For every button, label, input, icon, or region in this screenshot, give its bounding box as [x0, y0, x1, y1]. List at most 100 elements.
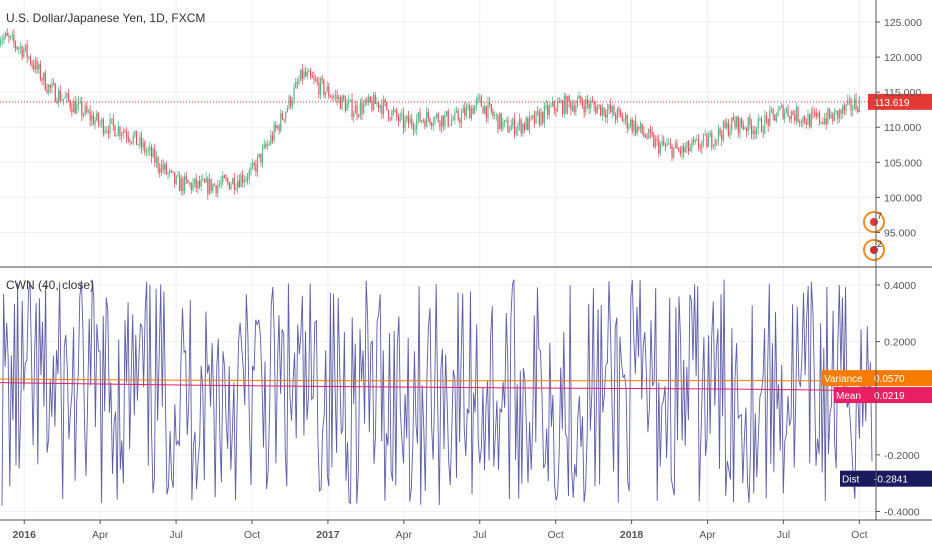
- candle[interactable]: [802, 116, 804, 128]
- candle-body[interactable]: [31, 63, 33, 66]
- candle[interactable]: [396, 107, 398, 121]
- candle-body[interactable]: [56, 101, 58, 103]
- candle[interactable]: [265, 141, 267, 150]
- candle-body[interactable]: [490, 104, 492, 112]
- candle-body[interactable]: [704, 133, 706, 135]
- candle[interactable]: [242, 170, 244, 188]
- candle-body[interactable]: [54, 84, 56, 102]
- candle[interactable]: [255, 159, 257, 177]
- candle[interactable]: [273, 121, 275, 143]
- candle-body[interactable]: [281, 113, 284, 120]
- candle[interactable]: [376, 97, 378, 107]
- candle-body[interactable]: [664, 144, 666, 146]
- candle-body[interactable]: [6, 32, 8, 36]
- candle[interactable]: [76, 98, 78, 114]
- candle[interactable]: [187, 179, 189, 184]
- candle-body[interactable]: [48, 84, 50, 93]
- candle-body[interactable]: [611, 106, 613, 112]
- candle-body[interactable]: [462, 107, 464, 113]
- candle[interactable]: [540, 107, 542, 127]
- candle[interactable]: [537, 106, 539, 116]
- candle[interactable]: [285, 111, 287, 124]
- candle-body[interactable]: [283, 119, 285, 121]
- candle[interactable]: [336, 89, 338, 106]
- candle-body[interactable]: [817, 112, 819, 117]
- candle-body[interactable]: [571, 105, 574, 111]
- candle-body[interactable]: [72, 101, 75, 113]
- candle-body[interactable]: [180, 178, 182, 191]
- candle-body[interactable]: [794, 115, 796, 121]
- candle-body[interactable]: [295, 82, 297, 88]
- candle-body[interactable]: [263, 144, 265, 149]
- candle-body[interactable]: [608, 104, 610, 110]
- candle[interactable]: [333, 92, 335, 101]
- candle[interactable]: [850, 97, 852, 117]
- candle[interactable]: [576, 95, 579, 108]
- candle[interactable]: [535, 111, 537, 125]
- candle[interactable]: [18, 46, 20, 55]
- candle-body[interactable]: [230, 184, 232, 190]
- candle[interactable]: [605, 108, 607, 123]
- candle[interactable]: [741, 116, 743, 129]
- candle-body[interactable]: [409, 118, 411, 124]
- candle-body[interactable]: [573, 105, 575, 112]
- candle[interactable]: [742, 120, 744, 131]
- candle-body[interactable]: [813, 112, 816, 114]
- candle[interactable]: [739, 118, 741, 139]
- candle[interactable]: [278, 123, 280, 135]
- candle[interactable]: [830, 111, 832, 120]
- candle[interactable]: [838, 108, 841, 123]
- candle-body[interactable]: [759, 118, 761, 120]
- candle[interactable]: [522, 123, 524, 137]
- candle[interactable]: [444, 111, 446, 130]
- candle[interactable]: [517, 122, 519, 137]
- candle[interactable]: [308, 68, 310, 73]
- candle[interactable]: [719, 127, 721, 137]
- candle-body[interactable]: [291, 101, 293, 107]
- candle-body[interactable]: [111, 118, 113, 120]
- candle-body[interactable]: [381, 105, 383, 115]
- candle[interactable]: [621, 112, 623, 122]
- candle[interactable]: [515, 126, 517, 137]
- candle-body[interactable]: [576, 99, 579, 106]
- candle-body[interactable]: [454, 112, 456, 120]
- candle[interactable]: [154, 143, 156, 168]
- candle[interactable]: [815, 107, 817, 120]
- candle[interactable]: [64, 91, 66, 99]
- candle-body[interactable]: [663, 140, 665, 145]
- candle[interactable]: [755, 126, 758, 139]
- candle-body[interactable]: [852, 109, 854, 111]
- candle[interactable]: [26, 40, 28, 64]
- candle-body[interactable]: [485, 106, 487, 119]
- candle[interactable]: [349, 99, 351, 102]
- candle-body[interactable]: [575, 105, 577, 112]
- candle[interactable]: [818, 110, 821, 126]
- candle[interactable]: [475, 96, 477, 111]
- candle-body[interactable]: [533, 115, 536, 124]
- candle[interactable]: [487, 96, 489, 124]
- candle[interactable]: [6, 28, 8, 37]
- candle-body[interactable]: [213, 184, 216, 186]
- candle-body[interactable]: [286, 108, 288, 112]
- candle-body[interactable]: [396, 109, 398, 118]
- candle-body[interactable]: [741, 118, 743, 126]
- candle[interactable]: [813, 108, 816, 118]
- candle[interactable]: [436, 112, 438, 120]
- candle-body[interactable]: [366, 99, 368, 103]
- candle[interactable]: [603, 107, 605, 117]
- candle-body[interactable]: [809, 114, 811, 128]
- candle[interactable]: [82, 112, 85, 119]
- candle[interactable]: [116, 134, 118, 137]
- candle-body[interactable]: [261, 148, 264, 163]
- candle[interactable]: [117, 120, 119, 137]
- candle-body[interactable]: [671, 144, 673, 158]
- candle-body[interactable]: [746, 128, 748, 132]
- candle-body[interactable]: [653, 134, 655, 147]
- candle[interactable]: [353, 110, 355, 123]
- candle[interactable]: [248, 167, 250, 185]
- candle[interactable]: [785, 107, 788, 115]
- candle-body[interactable]: [838, 109, 841, 119]
- candle-body[interactable]: [358, 115, 360, 117]
- candle[interactable]: [213, 182, 216, 186]
- candle[interactable]: [14, 40, 17, 53]
